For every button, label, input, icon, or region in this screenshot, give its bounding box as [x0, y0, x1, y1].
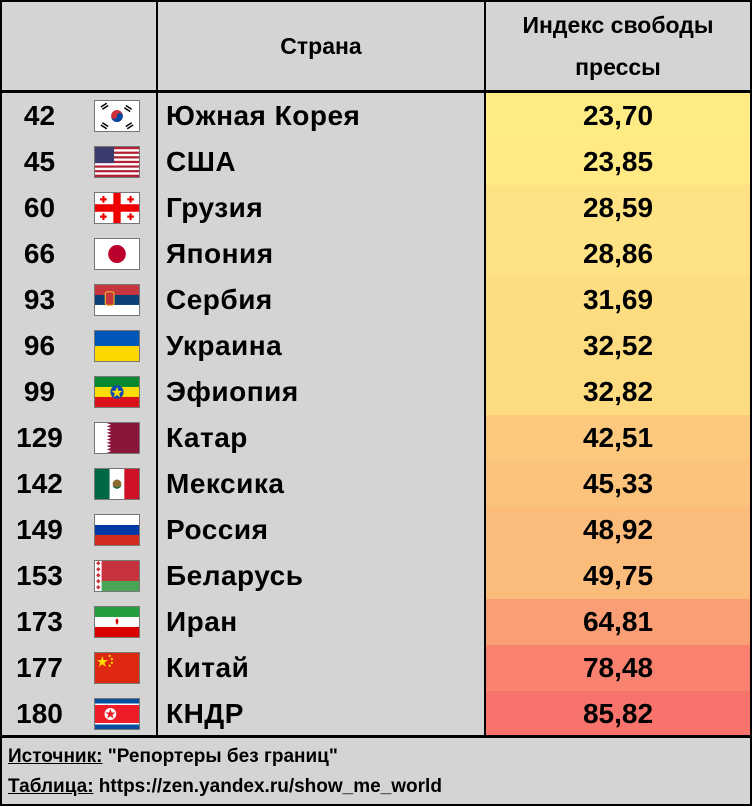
rank-cell: 177 [16, 652, 63, 683]
flag-cell [77, 691, 158, 737]
source-line: Источник: "Репортеры без границ" [8, 742, 744, 772]
rank-cell: 93 [23, 284, 56, 315]
qatar-flag-icon [93, 422, 140, 454]
index-value-cell: 23,85 [486, 139, 750, 185]
index-value-cell: 28,59 [486, 185, 750, 231]
serbia-flag-icon [93, 284, 140, 316]
country-cell: США [158, 139, 486, 185]
russia-flag-icon [93, 514, 140, 546]
flag-cell [77, 645, 158, 691]
source-label: Источник: [8, 746, 103, 767]
flag-cell [77, 599, 158, 645]
rank-header [2, 2, 158, 90]
country-cell: Эфиопия [158, 369, 486, 415]
table-label: Таблица: [8, 776, 94, 797]
country-cell: Япония [158, 231, 486, 277]
index-value-cell: 23,70 [486, 93, 750, 139]
rank-cell: 96 [23, 330, 56, 361]
index-value-cell: 49,75 [486, 553, 750, 599]
table-row: 153 Беларусь 49,75 [2, 553, 750, 599]
rank-cell: 173 [16, 606, 63, 637]
ukraine-flag-icon [93, 330, 140, 362]
country-cell: Украина [158, 323, 486, 369]
south-korea-flag-icon [93, 100, 140, 132]
index-value-cell: 42,51 [486, 415, 750, 461]
index-value-cell: 48,92 [486, 507, 750, 553]
flag-cell [77, 93, 158, 139]
ethiopia-flag-icon [93, 376, 140, 408]
table-row: 177 Китай 78,48 [2, 645, 750, 691]
country-cell: Катар [158, 415, 486, 461]
flag-cell [77, 553, 158, 599]
country-header: Страна [158, 2, 486, 90]
footer: Источник: "Репортеры без границ" Таблица… [2, 735, 750, 804]
table-row: 66 Япония 28,86 [2, 231, 750, 277]
index-value-cell: 28,86 [486, 231, 750, 277]
table-row: 96 Украина 32,52 [2, 323, 750, 369]
index-value-cell: 32,82 [486, 369, 750, 415]
flag-cell [77, 461, 158, 507]
rank-cell: 45 [23, 146, 56, 177]
country-cell: Беларусь [158, 553, 486, 599]
flag-cell [77, 323, 158, 369]
index-value-cell: 31,69 [486, 277, 750, 323]
iran-flag-icon [93, 606, 140, 638]
index-value-cell: 85,82 [486, 691, 750, 737]
china-flag-icon [93, 652, 140, 684]
index-value-cell: 78,48 [486, 645, 750, 691]
index-header: Индекс свободы прессы [522, 12, 714, 80]
country-cell: КНДР [158, 691, 486, 737]
table-row: 60 Грузия 28,59 [2, 185, 750, 231]
rank-cell: 60 [23, 192, 56, 223]
flag-cell [77, 185, 158, 231]
rank-cell: 142 [16, 468, 63, 499]
belarus-flag-icon [93, 560, 140, 592]
table-row: 93 Сербия 31,69 [2, 277, 750, 323]
rank-cell: 129 [16, 422, 63, 453]
country-cell: Россия [158, 507, 486, 553]
flag-cell [77, 369, 158, 415]
usa-flag-icon [93, 146, 140, 178]
table-row: 129 Катар 42,51 [2, 415, 750, 461]
rank-cell: 153 [16, 560, 63, 591]
rank-cell: 99 [23, 376, 56, 407]
georgia-flag-icon [93, 192, 140, 224]
country-cell: Китай [158, 645, 486, 691]
flag-cell [77, 231, 158, 277]
index-value-cell: 45,33 [486, 461, 750, 507]
flag-cell [77, 507, 158, 553]
japan-flag-icon [93, 238, 140, 270]
country-cell: Южная Корея [158, 93, 486, 139]
table-row: 180 КНДР 85,82 [2, 691, 750, 737]
rank-cell: 149 [16, 514, 63, 545]
country-cell: Грузия [158, 185, 486, 231]
table-row: 45 США 23,85 [2, 139, 750, 185]
flag-cell [77, 139, 158, 185]
country-cell: Мексика [158, 461, 486, 507]
table-row: 99 Эфиопия 32,82 [2, 369, 750, 415]
index-value-cell: 64,81 [486, 599, 750, 645]
table-body: 42 Южная Корея 23,70 45 США 23,85 60 Грузия 28,5… [2, 93, 750, 737]
index-value-cell: 32,52 [486, 323, 750, 369]
flag-cell [77, 277, 158, 323]
table-row: 149 Россия 48,92 [2, 507, 750, 553]
flag-cell [77, 415, 158, 461]
table-row: 173 Иран 64,81 [2, 599, 750, 645]
table-line: Таблица: https://zen.yandex.ru/show_me_w… [8, 772, 744, 802]
table-row: 142 Мексика 45,33 [2, 461, 750, 507]
table-row: 42 Южная Корея 23,70 [2, 93, 750, 139]
table-link[interactable]: https://zen.yandex.ru/show_me_world [93, 776, 442, 797]
north-korea-flag-icon [93, 698, 140, 730]
country-cell: Иран [158, 599, 486, 645]
country-cell: Сербия [158, 277, 486, 323]
rank-cell: 42 [23, 100, 56, 131]
mexico-flag-icon [93, 468, 140, 500]
source-text: "Репортеры без границ" [102, 746, 338, 767]
rank-cell: 180 [16, 698, 63, 729]
table-header: Страна Индекс свободы прессы [2, 2, 750, 93]
rank-cell: 66 [23, 238, 56, 269]
